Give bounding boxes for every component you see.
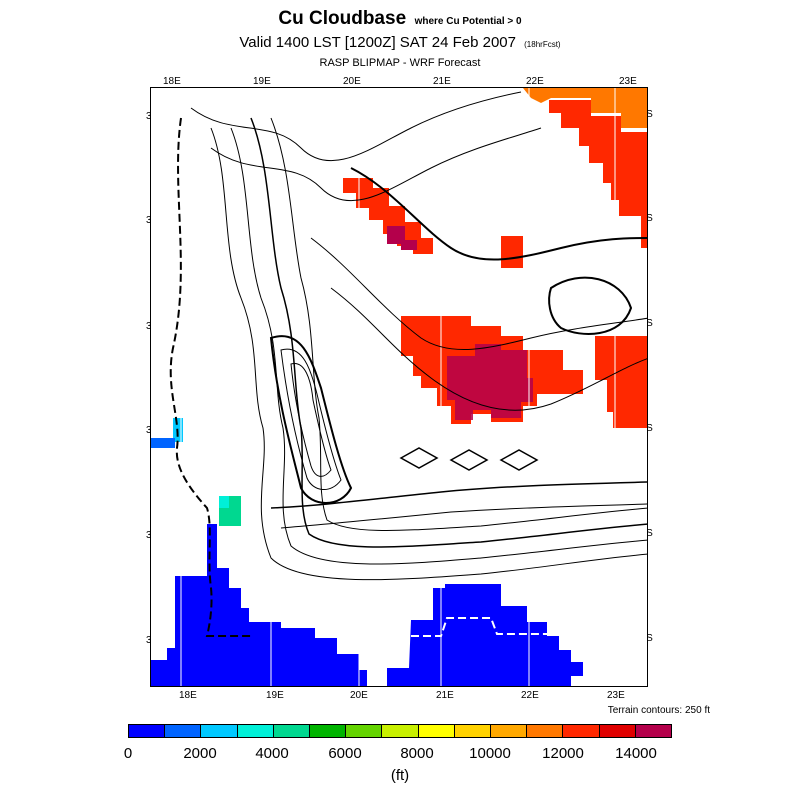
lon-label-bottom-23e: 23E [607,690,625,701]
lon-label-top-23e: 23E [619,76,637,87]
scale-tick-10000: 10000 [469,745,511,762]
cell-west-blue [151,438,175,448]
color-scale-segment-12 [563,725,600,737]
cell-region-northeast-orange [523,88,647,128]
lon-label-bottom-22e: 22E [521,690,539,701]
contour-ridge-3 [290,363,332,477]
contour-coast-dashed [169,117,251,637]
forecast-hours: (18hrFcst) [524,40,561,49]
color-scale-segment-0 [129,725,166,737]
scale-tick-14000: 14000 [615,745,657,762]
scale-tick-0: 0 [123,745,133,762]
color-scale-segment-13 [599,725,636,737]
contour-north-1 [190,91,522,162]
color-scale-segment-5 [310,725,347,737]
lon-label-top-18e: 18E [163,76,181,87]
map-canvas [151,88,647,686]
lon-label-bottom-19e: 19E [266,690,284,701]
contour-ridge-2 [280,348,342,490]
contour-inland-1 [330,287,647,411]
scale-tick-8000: 8000 [400,745,434,762]
cell-region-south-east-blue [387,584,583,686]
cell-west-teal-light [219,496,229,508]
scale-tick-2000: 2000 [183,745,217,762]
cell-region-east-red [595,336,647,428]
lon-label-bottom-18e: 18E [179,690,197,701]
cell-region-northeast-red [549,100,647,248]
cell-region-north-red [343,178,433,254]
lon-label-top-21e: 21E [433,76,451,87]
map-title: Cu Cloudbase where Cu Potential > 0 [0,8,800,30]
scale-tick-12000: 12000 [542,745,584,762]
cell-region-south-west-blue [151,524,367,686]
lon-label-top-19e: 19E [253,76,271,87]
contour-north-2 [210,127,542,202]
cell-small-red [501,236,523,268]
source-line: RASP BLIPMAP - WRF Forecast [319,57,481,69]
lon-label-bottom-21e: 21E [436,690,454,701]
contour-diamond-3 [499,449,539,471]
contour-1 [210,127,647,581]
graticule [180,88,616,686]
cloudbase-cells [151,88,647,686]
contour-4 [270,117,647,531]
color-scale-bar [128,724,672,738]
title-text: Cu Cloudbase [278,8,407,29]
terrain-contours [169,91,647,637]
color-scale-segment-1 [165,725,202,737]
lon-label-bottom-20e: 20E [350,690,368,701]
scale-units: (ft) [390,767,410,784]
color-scale-segment-7 [382,725,419,737]
contour-diamond-1 [399,447,439,469]
contour-2 [230,127,647,565]
valid-time-text: Valid 1400 LST [1200Z] SAT 24 Feb 2007 [239,34,516,51]
lon-label-top-20e: 20E [343,76,361,87]
cell-region-north-maroon [387,226,417,250]
contour-diamond-2 [449,449,489,471]
contour-inland-3 [350,167,647,261]
scale-tick-4000: 4000 [255,745,289,762]
color-scale-segment-6 [346,725,383,737]
color-scale-segment-3 [237,725,274,737]
cell-region-central-maroon [447,344,533,420]
color-scale-segment-8 [418,725,455,737]
color-scale-segment-2 [201,725,238,737]
terrain-contours-note: Terrain contours: 250 ft [607,705,710,716]
valid-time-line: Valid 1400 LST [1200Z] SAT 24 Feb 2007 (… [0,34,800,51]
title-qualifier: where Cu Potential > 0 [414,16,522,27]
color-scale-segment-14 [635,725,672,737]
contour-ridge-1 [269,335,353,504]
contour-east-loop [548,276,633,335]
contour-south-band-2 [280,503,647,529]
contour-south-dashed [411,617,551,637]
contour-inland-2 [310,237,647,350]
lon-label-top-22e: 22E [526,76,544,87]
color-scale-segment-10 [491,725,528,737]
color-scale-segment-4 [273,725,311,737]
contour-south-band-1 [270,481,647,509]
color-scale-segment-11 [527,725,564,737]
cloudbase-map [150,87,648,687]
scale-tick-6000: 6000 [328,745,362,762]
color-scale-segment-9 [454,725,492,737]
